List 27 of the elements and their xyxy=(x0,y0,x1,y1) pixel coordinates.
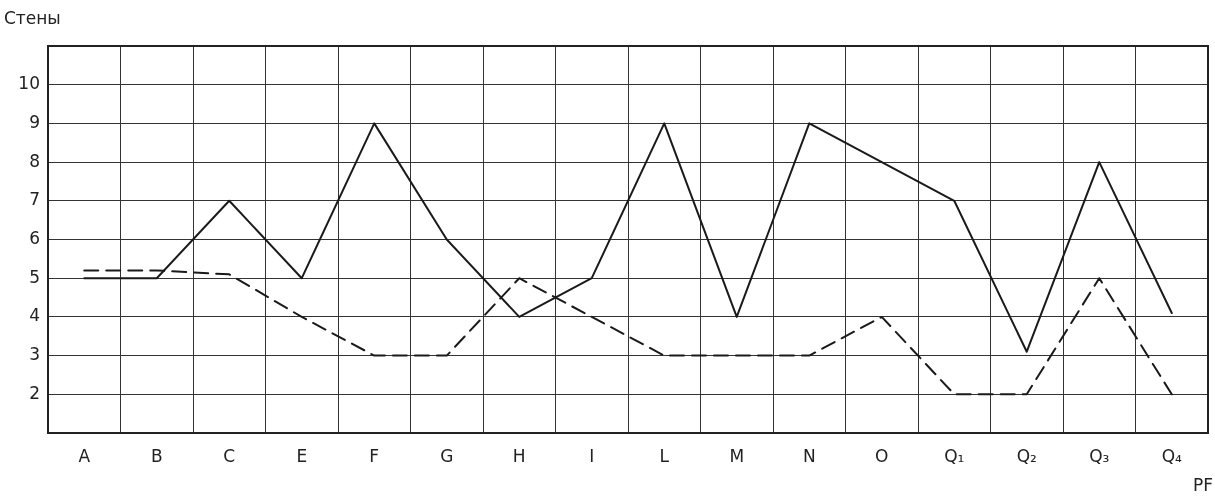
x-tick-label: Q₃ xyxy=(1089,445,1110,466)
x-tick-label: Q₁ xyxy=(944,445,965,466)
y-tick-label: 8 xyxy=(29,150,40,171)
y-tick-label: 4 xyxy=(29,305,40,326)
y-tick-label: 7 xyxy=(29,189,40,210)
x-tick-label: N xyxy=(802,445,816,466)
x-tick-label: E xyxy=(296,445,308,466)
x-tick-label: H xyxy=(512,445,526,466)
x-axis-title: PF xyxy=(1192,475,1213,495)
y-tick-label: 6 xyxy=(29,227,40,248)
y-axis-title: Стены xyxy=(4,8,61,28)
x-tick-label: A xyxy=(78,445,91,466)
x-tick-label: I xyxy=(589,445,595,466)
x-tick-label: Q₄ xyxy=(1161,445,1183,466)
y-tick-label: 2 xyxy=(29,382,40,403)
x-tick-label: L xyxy=(659,445,670,466)
x-tick-label: B xyxy=(150,445,163,466)
x-tick-label: F xyxy=(369,445,380,466)
x-tick-label: O xyxy=(875,445,889,466)
x-tick-label: Q₂ xyxy=(1016,445,1037,466)
y-tick-label: 9 xyxy=(29,111,40,132)
x-tick-label: C xyxy=(223,445,236,466)
x-tick-label: G xyxy=(440,445,454,466)
y-tick-label: 10 xyxy=(18,73,40,94)
y-tick-label: 5 xyxy=(29,266,40,287)
y-tick-label: 3 xyxy=(29,344,40,365)
x-tick-label: M xyxy=(729,445,745,466)
